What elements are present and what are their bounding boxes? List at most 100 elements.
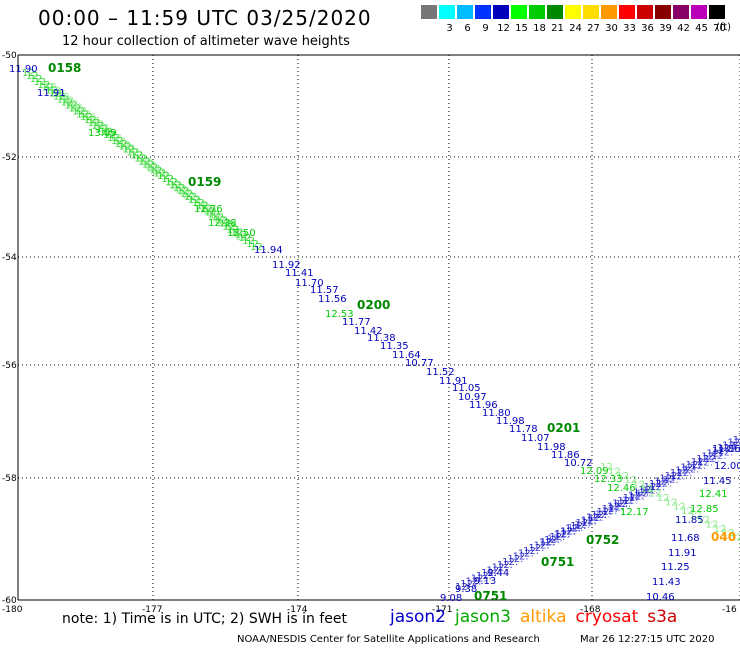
colorbar-swatch	[547, 5, 564, 19]
swh-value-label: 11.91	[439, 376, 468, 387]
colorbar-swatch	[421, 5, 438, 19]
track-mark: 12.	[53, 92, 69, 103]
track-mark: 12.	[213, 215, 229, 226]
track-mark: 12.	[196, 201, 212, 212]
track-mark: 12.	[223, 221, 239, 232]
track-mark: 12.	[131, 150, 147, 161]
track-mark: 12.	[738, 432, 740, 443]
track-mark: 12.	[226, 225, 242, 236]
track-mark: 12.	[68, 103, 84, 114]
track-mark: 12.	[502, 557, 518, 568]
colorbar-swatch	[601, 5, 618, 19]
track-mark: 12.	[718, 447, 734, 458]
map-subtitle: 12 hour collection of altimeter wave hei…	[62, 34, 350, 49]
track-mark: 12.	[103, 130, 119, 141]
swh-value-label: 11.90	[9, 64, 38, 75]
track-mark: 12.	[61, 96, 77, 107]
track-mark: 12.	[624, 475, 640, 486]
swh-value-label: 11.86	[712, 444, 740, 455]
legend-altika: altika	[520, 607, 567, 627]
swh-value-label: 11.86	[551, 450, 580, 461]
track-mark: 12.	[222, 222, 238, 233]
swh-value-label: 9.38	[455, 584, 477, 595]
track-mark: 12.	[140, 157, 156, 168]
swh-value-label: 11.94	[254, 245, 283, 256]
track-mark: 12.	[633, 488, 649, 499]
swh-value-label: 12.00	[714, 461, 740, 472]
track-mark: 12.	[581, 515, 597, 526]
track-mark: 12.	[486, 565, 502, 576]
swh-value-label: 11.98	[537, 442, 566, 453]
track-mark: 12.	[686, 460, 702, 471]
colorbar-label: 27	[587, 23, 600, 34]
track-mark: 12.	[49, 89, 65, 100]
track-mark: 12.	[701, 451, 717, 462]
track-mark: 12.	[79, 109, 95, 120]
longitude-tick-label: -16	[722, 605, 737, 615]
track-mark: 12.	[48, 85, 64, 96]
swh-value-label: 11.91	[37, 88, 66, 99]
track-mark: 12.	[184, 192, 200, 203]
track-mark: 12.	[134, 154, 150, 165]
track-mark: 12.	[576, 518, 592, 529]
track-mark: 12.	[560, 526, 576, 537]
track-mark: 12.	[730, 533, 740, 544]
swh-value-label: 11.52	[426, 367, 455, 378]
track-mark: 12.	[629, 492, 645, 503]
track-mark: 12.	[92, 121, 108, 132]
swh-value-label: 11.43	[652, 577, 681, 588]
track-mark: 12.	[53, 89, 69, 100]
track-mark: 12.	[460, 579, 476, 590]
swh-value-label: 11.45	[703, 476, 732, 487]
track-mark: 12.	[731, 440, 740, 451]
track-mark: 12.	[608, 466, 624, 477]
track-mark: 12.	[728, 438, 740, 449]
colorbar-swatch	[493, 5, 510, 19]
legend-cryosat: cryosat	[575, 607, 639, 627]
pass-time-label: 0752	[586, 533, 619, 547]
colorbar-swatch	[475, 5, 492, 19]
colorbar-swatch	[457, 5, 474, 19]
track-mark: 12.	[649, 488, 665, 499]
track-mark: 12.	[659, 474, 675, 485]
track-mark: 12.	[107, 133, 123, 144]
latitude-tick-label: -50	[2, 51, 17, 61]
track-mark: 12.	[567, 523, 583, 534]
track-mark: 12.	[87, 116, 103, 127]
track-mark: 12.	[544, 535, 560, 546]
colorbar-swatch	[439, 5, 456, 19]
track-mark: 12.	[670, 471, 686, 482]
track-mark: 12.	[26, 71, 42, 82]
track-mark: 12.	[170, 181, 186, 192]
latitude-tick-label: -58	[2, 474, 17, 484]
track-mark: 12.	[471, 574, 487, 585]
colorbar-label: 15	[515, 23, 528, 34]
track-mark: 12.	[138, 156, 154, 167]
track-mark: 12.	[492, 563, 508, 574]
latitude-tick-label: -56	[2, 361, 17, 371]
credit-line: NOAA/NESDIS Center for Satellite Applica…	[237, 634, 540, 645]
pass-time-label: 0751	[474, 589, 507, 603]
track-mark: 12.	[600, 462, 616, 473]
track-mark: 12.	[697, 515, 713, 526]
track-mark: 12.	[615, 499, 631, 510]
track-mark: 12.	[218, 218, 234, 229]
swh-value-label: 11.38	[367, 333, 396, 344]
colorbar-label: 12	[497, 23, 510, 34]
swh-value-label: 11.91	[668, 548, 697, 559]
colorbar-unit: (ft)	[716, 22, 732, 33]
pass-time-label: 0751	[541, 555, 574, 569]
longitude-tick-label: -180	[2, 605, 23, 615]
track-mark: 12.	[44, 82, 60, 93]
track-mark: 12.	[601, 506, 617, 517]
swh-value-label: 11.41	[285, 268, 314, 279]
track-mark: 12.	[246, 239, 262, 250]
track-mark: 12.	[680, 463, 696, 474]
swh-value-label: 11.70	[295, 278, 324, 289]
track-mark: 12.	[597, 507, 613, 518]
track-mark: 12.	[96, 123, 112, 134]
track-mark: 12.	[57, 92, 73, 103]
track-mark: 12.	[153, 167, 169, 178]
track-mark: 12.	[157, 171, 173, 182]
colorbar-label: 33	[623, 23, 636, 34]
